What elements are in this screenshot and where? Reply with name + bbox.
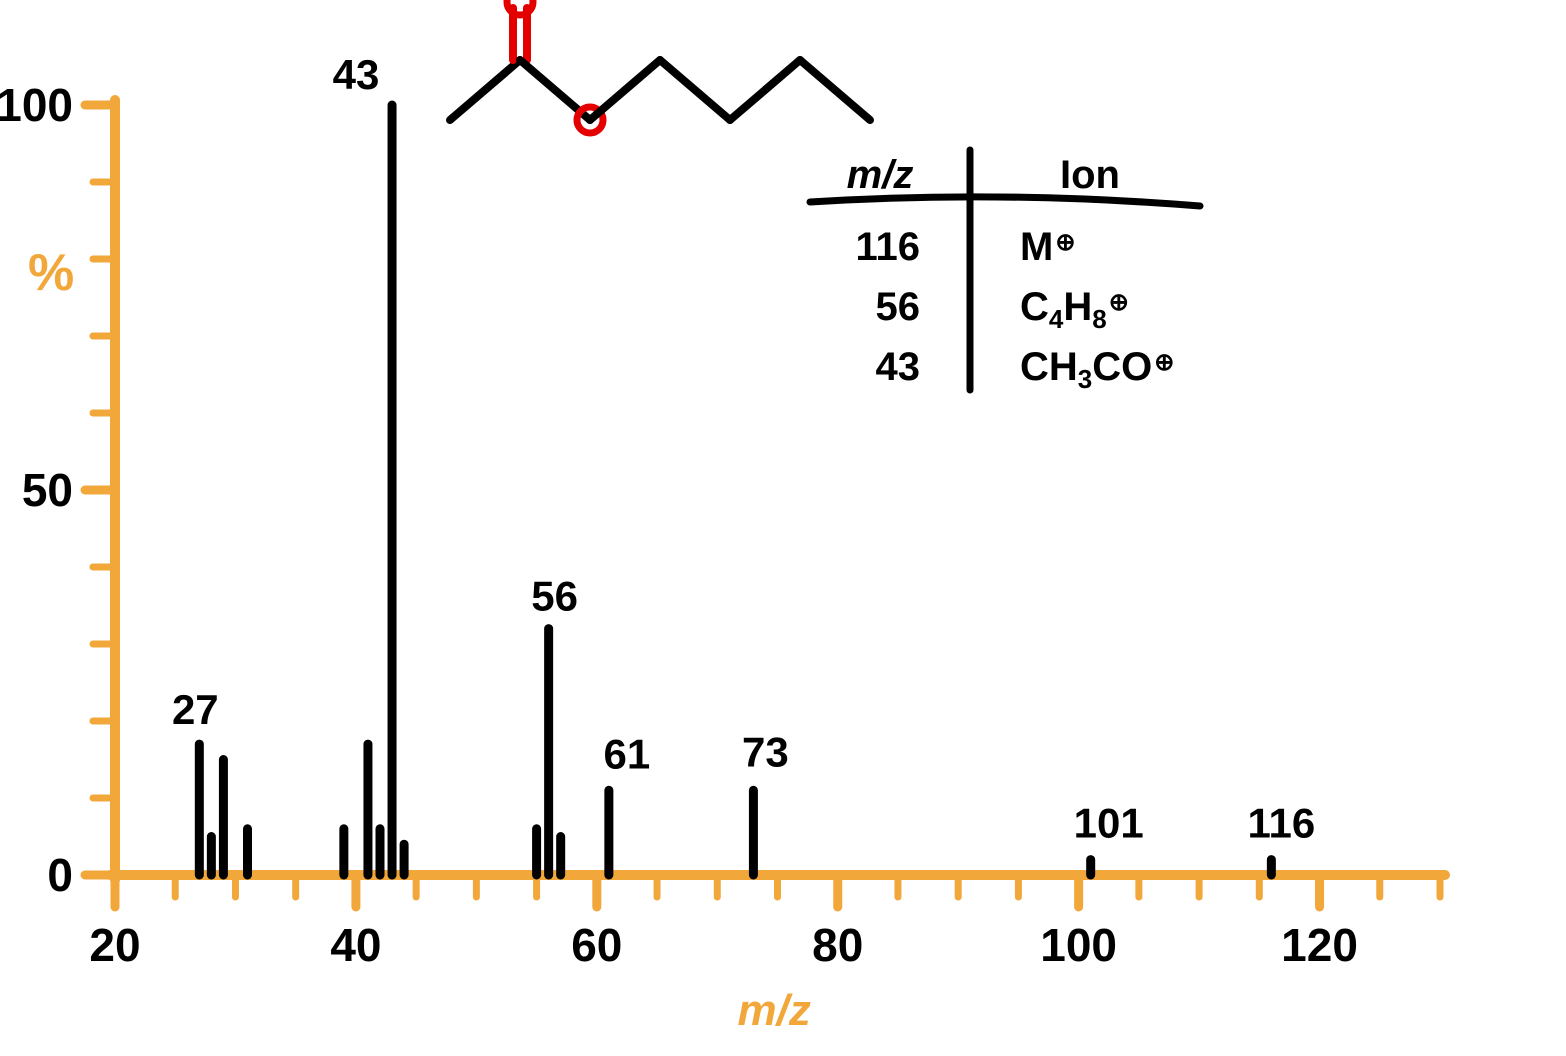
chart-svg: 0 50 100% 20 40 60 80 100 120 m/z 27 43 56 61 73 101 116… xyxy=(0,0,1566,1056)
y-tick-label: 0 xyxy=(47,849,73,901)
peak-label: 61 xyxy=(604,730,651,777)
bond xyxy=(660,60,730,120)
table-cell-ion: M⊕ xyxy=(1020,225,1075,269)
table-header-ion: Ion xyxy=(1060,153,1120,197)
table-cell-mz: 56 xyxy=(876,285,921,329)
molecule-structure xyxy=(450,0,870,133)
peak-label: 43 xyxy=(333,51,380,98)
peak-label: 27 xyxy=(172,686,219,733)
table-cell-mz: 43 xyxy=(876,345,921,389)
table-header-rule xyxy=(810,197,1200,206)
table-cell-ion: C4H8⊕ xyxy=(1020,285,1129,334)
peak-label: 116 xyxy=(1247,800,1315,847)
y-tick-label: 50 xyxy=(22,464,73,516)
y-tick-label: 100 xyxy=(0,79,73,131)
x-axis-label: m/z xyxy=(738,986,811,1035)
peak-label: 101 xyxy=(1074,800,1144,847)
table-header-mz: m/z xyxy=(847,153,914,197)
table-cell-ion: CH3CO⊕ xyxy=(1020,345,1174,394)
ion-table: m/z Ion 116 M⊕ 56 C4H8⊕ 43 CH3CO⊕ xyxy=(810,150,1200,394)
x-tick-label: 80 xyxy=(812,919,863,971)
bond xyxy=(590,60,660,120)
mass-spectrum-chart: 0 50 100% 20 40 60 80 100 120 m/z 27 43 56 61 73 101 116… xyxy=(0,0,1566,1056)
x-tick-label: 40 xyxy=(330,919,381,971)
y-axis-label: % xyxy=(28,244,74,302)
peak-label: 56 xyxy=(531,573,578,620)
bond xyxy=(450,60,520,120)
oxygen-atom xyxy=(507,0,533,15)
x-tick-label: 100 xyxy=(1040,919,1117,971)
x-tick-label: 20 xyxy=(89,919,140,971)
bond xyxy=(800,60,870,120)
x-tick-label: 120 xyxy=(1281,919,1358,971)
peak-label: 73 xyxy=(742,728,789,775)
table-cell-mz: 116 xyxy=(855,225,920,269)
bond xyxy=(730,60,800,120)
x-tick-label: 60 xyxy=(571,919,622,971)
